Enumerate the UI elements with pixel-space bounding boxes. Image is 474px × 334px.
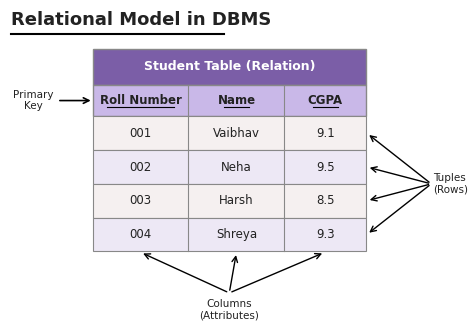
Text: Student Table (Relation): Student Table (Relation) [144, 60, 315, 73]
Text: Roll Number: Roll Number [100, 94, 182, 107]
Text: 002: 002 [129, 161, 152, 173]
Text: 9.5: 9.5 [316, 161, 335, 173]
Text: 004: 004 [129, 228, 152, 241]
Text: Columns
(Attributes): Columns (Attributes) [200, 299, 259, 321]
Text: 003: 003 [129, 194, 152, 207]
Text: Neha: Neha [221, 161, 252, 173]
Text: CGPA: CGPA [308, 94, 343, 107]
Bar [92, 49, 366, 85]
Text: Relational Model in DBMS: Relational Model in DBMS [11, 11, 271, 29]
Text: 001: 001 [129, 127, 152, 140]
Text: Tuples
(Rows): Tuples (Rows) [433, 173, 468, 195]
Text: 8.5: 8.5 [316, 194, 335, 207]
Bar [92, 117, 366, 150]
Text: Primary
Key: Primary Key [13, 90, 53, 111]
Text: 9.1: 9.1 [316, 127, 335, 140]
Text: Name: Name [218, 94, 255, 107]
Bar [92, 184, 366, 217]
Bar [92, 85, 366, 117]
Bar [92, 217, 366, 251]
Text: Harsh: Harsh [219, 194, 254, 207]
Text: 9.3: 9.3 [316, 228, 335, 241]
Text: Vaibhav: Vaibhav [213, 127, 260, 140]
Bar [92, 150, 366, 184]
Text: Shreya: Shreya [216, 228, 257, 241]
